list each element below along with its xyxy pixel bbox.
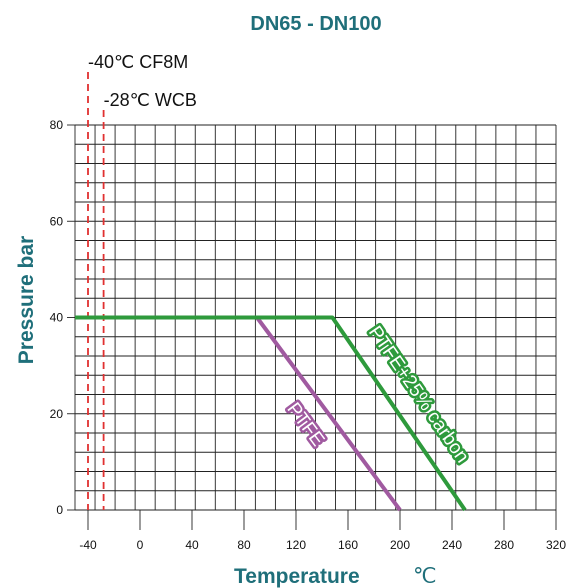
x-axis-unit: ℃ [413, 565, 437, 588]
y-tick-label: 60 [50, 214, 64, 228]
y-tick-label: 40 [50, 311, 64, 325]
x-tick-label: 320 [546, 538, 566, 552]
x-tick-label: -40 [79, 538, 97, 552]
x-tick-label: 80 [237, 538, 251, 552]
series-lines [75, 315, 467, 512]
x-tick-label: 200 [390, 538, 410, 552]
y-tick-label: 0 [56, 503, 63, 517]
x-tick-label: 280 [494, 538, 514, 552]
y-axis-title: Pressure bar [15, 236, 38, 364]
x-tick-label: 40 [185, 538, 199, 552]
y-tick-label: 80 [50, 118, 64, 132]
reference-lines: -40℃ CF8M -28℃ WCB [87, 52, 197, 510]
reference-line-label: -28℃ WCB [104, 90, 197, 110]
x-tick-label: 0 [137, 538, 144, 552]
x-axis-title: Temperature [234, 565, 360, 588]
x-tick-label: 120 [286, 538, 306, 552]
reference-line-label: -40℃ CF8M [88, 52, 188, 72]
axes: -40 0 40 80 120 160 200 240 280 320 0 20 40 60 80 [50, 118, 567, 552]
series-line [75, 315, 467, 512]
x-tick-label: 160 [338, 538, 358, 552]
x-tick-label: 240 [442, 538, 462, 552]
y-tick-label: 20 [50, 407, 64, 421]
chart-title: DN65 - DN100 [250, 13, 381, 35]
